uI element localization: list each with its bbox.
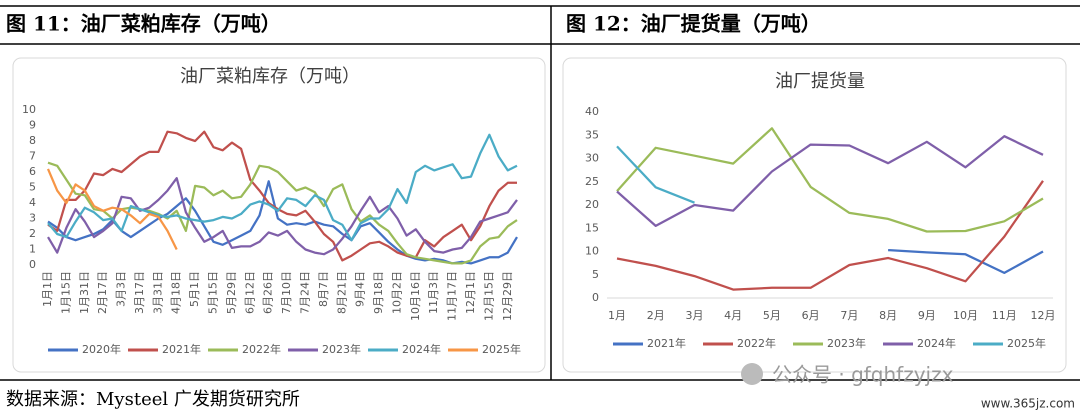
y-tick-label: 2 <box>29 227 36 240</box>
legend-label: 2023年 <box>827 336 866 350</box>
x-tick-label: 10月 <box>953 309 978 322</box>
x-tick-label: 11月17日 <box>446 271 459 321</box>
legend-label: 2025年 <box>482 342 521 356</box>
x-tick-label: 11月 <box>992 309 1017 322</box>
y-tick-label: 7 <box>29 150 36 163</box>
y-tick-label: 20 <box>585 198 599 211</box>
source-note: 数据来源：Mysteel 广发期货研究所 <box>6 389 300 410</box>
series-line <box>616 145 695 204</box>
y-tick-label: 10 <box>585 245 599 258</box>
chart-frame <box>562 57 1067 373</box>
x-tick-label: 1月1日 <box>41 271 54 307</box>
chart-title: 油厂提货量 <box>775 71 865 92</box>
x-tick-label: 1月15日 <box>59 271 72 314</box>
x-tick-label: 11月3日 <box>427 271 440 314</box>
x-tick-label: 4月18日 <box>170 271 183 314</box>
x-tick-label: 5月29日 <box>225 271 238 314</box>
x-tick-label: 5月15日 <box>207 271 220 314</box>
y-tick-label: 9 <box>29 119 36 132</box>
figure-heading: 图 12：油厂提货量（万吨） <box>566 12 821 36</box>
x-tick-label: 9月18日 <box>372 271 385 314</box>
x-tick-label: 6月26日 <box>262 271 275 314</box>
legend-label: 2021年 <box>647 336 686 350</box>
x-tick-label: 12月1日 <box>464 271 477 314</box>
x-tick-label: 9月4日 <box>354 271 367 307</box>
x-tick-label: 10月2日 <box>390 271 403 314</box>
x-tick-label: 3月3日 <box>115 271 128 307</box>
y-tick-label: 6 <box>29 165 36 178</box>
legend-label: 2023年 <box>322 342 361 356</box>
x-tick-label: 3月17日 <box>133 271 146 314</box>
watermark-icon <box>741 363 763 385</box>
y-tick-label: 35 <box>585 128 599 141</box>
x-tick-label: 6月12日 <box>243 271 256 314</box>
y-tick-label: 3 <box>29 212 36 225</box>
figure-heading: 图 11：油厂菜粕库存（万吨） <box>6 12 281 36</box>
x-tick-label: 1月 <box>608 309 626 322</box>
x-tick-label: 9月 <box>918 309 936 322</box>
y-tick-label: 15 <box>585 221 599 234</box>
watermark: 公众号 · gfqhfzyjzx <box>772 363 954 387</box>
x-tick-label: 7月 <box>840 309 858 322</box>
x-tick-label: 12月15日 <box>482 271 495 321</box>
x-tick-label: 12月29日 <box>501 271 514 321</box>
legend-label: 2022年 <box>737 336 776 350</box>
series-line <box>47 177 518 256</box>
legend-label: 2024年 <box>402 342 441 356</box>
x-tick-label: 5月1日 <box>188 271 201 307</box>
legend-label: 2025年 <box>1007 336 1046 350</box>
chart-title: 油厂菜粕库存（万吨） <box>180 66 360 87</box>
y-tick-label: 25 <box>585 175 599 188</box>
y-tick-label: 10 <box>22 103 36 116</box>
x-tick-label: 10月16日 <box>409 271 422 321</box>
x-tick-label: 2月17日 <box>96 271 109 314</box>
y-tick-label: 0 <box>592 291 599 304</box>
x-tick-label: 7月10日 <box>280 271 293 314</box>
x-tick-label: 3月 <box>685 309 703 322</box>
watermark: www.365jz.com <box>981 397 1075 411</box>
x-tick-label: 8月 <box>879 309 897 322</box>
series-line <box>47 133 518 242</box>
x-tick-label: 5月 <box>763 309 781 322</box>
x-tick-label: 1月31日 <box>78 271 91 314</box>
series-line <box>47 180 518 265</box>
series-line <box>616 127 1044 233</box>
series-line <box>616 135 1044 228</box>
y-tick-label: 30 <box>585 152 599 165</box>
x-tick-label: 2月 <box>647 309 665 322</box>
x-tick-label: 8月21日 <box>335 271 348 314</box>
legend-label: 2021年 <box>162 342 201 356</box>
series-line <box>888 248 1044 275</box>
series-line <box>47 161 518 265</box>
y-tick-label: 40 <box>585 105 599 118</box>
x-tick-label: 12月 <box>1031 309 1056 322</box>
chart-frame <box>12 57 546 373</box>
x-tick-label: 6月 <box>802 309 820 322</box>
x-tick-label: 7月24日 <box>298 271 311 314</box>
x-tick-label: 4月 <box>724 309 742 322</box>
y-tick-label: 5 <box>29 181 36 194</box>
legend-label: 2024年 <box>917 336 956 350</box>
y-tick-label: 8 <box>29 134 36 147</box>
series-line <box>616 180 1044 291</box>
x-tick-label: 8月7日 <box>317 271 330 307</box>
x-tick-label: 3月31日 <box>151 271 164 314</box>
legend-label: 2020年 <box>82 342 121 356</box>
y-tick-label: 5 <box>592 268 599 281</box>
y-tick-label: 1 <box>29 243 36 256</box>
y-tick-label: 4 <box>29 196 36 209</box>
y-tick-label: 0 <box>29 258 36 271</box>
legend-label: 2022年 <box>242 342 281 356</box>
series-line <box>46 168 178 250</box>
series-line <box>47 130 517 262</box>
